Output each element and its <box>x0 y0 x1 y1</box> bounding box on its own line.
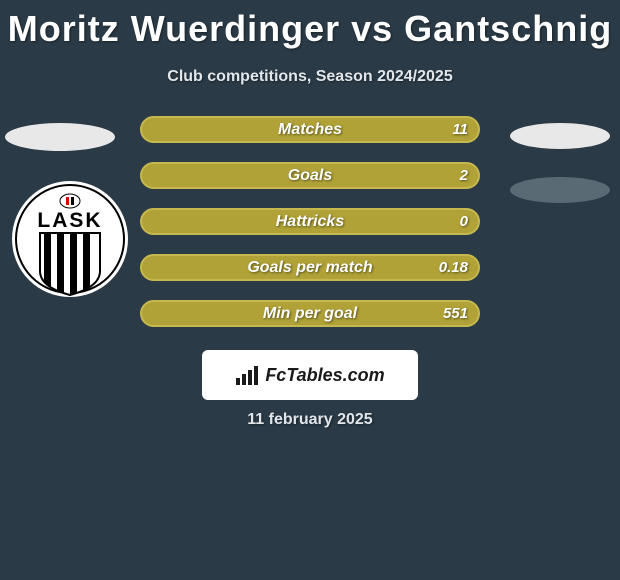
player-oval-right-top <box>510 123 610 149</box>
stat-bar-hattricks: Hattricks 0 <box>140 208 480 235</box>
stat-bar-min-per-goal: Min per goal 551 <box>140 300 480 327</box>
stat-label: Hattricks <box>276 213 344 231</box>
page-title: Moritz Wuerdinger vs Gantschnig <box>0 0 620 50</box>
stat-bar-goals-per-match: Goals per match 0.18 <box>140 254 480 281</box>
stat-value: 11 <box>452 121 468 138</box>
stat-label: Matches <box>278 121 342 139</box>
stat-value: 0 <box>460 213 468 230</box>
stat-bar-goals: Goals 2 <box>140 162 480 189</box>
brand-text: FcTables.com <box>265 365 384 386</box>
subtitle: Club competitions, Season 2024/2025 <box>0 68 620 86</box>
stat-value: 2 <box>460 167 468 184</box>
brand-logo-box: FcTables.com <box>202 350 418 400</box>
stat-bar-matches: Matches 11 <box>140 116 480 143</box>
chart-icon <box>235 364 261 386</box>
svg-text:LASK: LASK <box>37 209 102 232</box>
player-oval-left <box>5 123 115 151</box>
stat-label: Goals <box>288 167 332 185</box>
club-logo: LASK <box>10 179 130 299</box>
stat-value: 0.18 <box>439 259 468 276</box>
date-text: 11 february 2025 <box>0 411 620 429</box>
stat-label: Goals per match <box>247 259 372 277</box>
player-oval-right-bottom <box>510 177 610 203</box>
stat-label: Min per goal <box>263 305 357 323</box>
stat-value: 551 <box>443 305 468 322</box>
